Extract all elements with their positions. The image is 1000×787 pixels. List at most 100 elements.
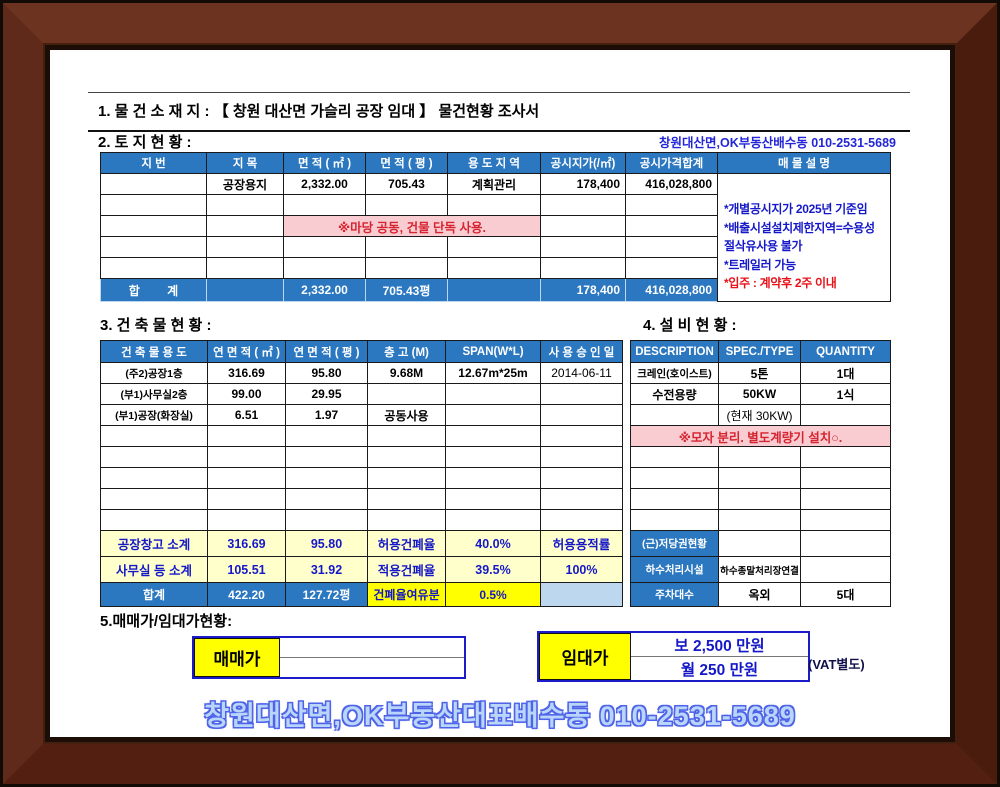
total-area-m2: 2,332.00 — [283, 278, 366, 302]
empty-cell — [206, 194, 284, 216]
empty-cell — [100, 215, 207, 237]
equipment-row-current-power: (현재 30KW) — [630, 404, 891, 426]
building-total-row: 합계 422.20 127.72평 건폐율여유분 0.5% — [100, 582, 623, 607]
empty-cell — [206, 236, 284, 258]
building-empty-row — [100, 509, 623, 531]
use-cell: (부1)사무실2층 — [100, 383, 208, 405]
col-approval-date: 사 용 승 인 일 — [540, 340, 623, 363]
empty-cell — [367, 488, 446, 510]
total-label: 합 계 — [100, 278, 207, 302]
empty-cell — [206, 257, 284, 279]
empty-cell — [445, 383, 541, 405]
building-empty-row — [100, 425, 623, 447]
empty-cell — [285, 509, 368, 531]
building-total-py: 127.72평 — [285, 582, 368, 607]
empty-cell — [625, 257, 718, 279]
agent-contact-footer: 창원대산면,OK부동산대표배수동 010-2531-5689 — [204, 701, 796, 731]
empty-cell — [283, 236, 366, 258]
yard-shared-note: ※마당 공동, 건물 단독 사용. — [283, 215, 541, 237]
empty-cell — [540, 215, 626, 237]
empty-cell — [630, 467, 719, 489]
building-empty-row — [100, 446, 623, 468]
vat-note: (VAT별도) — [808, 657, 865, 672]
land-header-row: 지 번 지 목 면 적 ( ㎡ ) 면 적 ( 평 ) 용 도 지 역 공시지가… — [100, 152, 891, 174]
empty-cell — [540, 257, 626, 279]
empty-cell — [800, 467, 891, 489]
empty-cell — [540, 488, 623, 510]
section3-label: 3. 건 축 물 현 황 : — [100, 317, 212, 334]
section5-label: 5.매매가/임대가현황: — [100, 613, 233, 630]
subtotal-m2: 316.69 — [207, 530, 286, 557]
empty-cell — [445, 509, 541, 531]
equipment-table: DESCRIPTION SPEC./TYPE QUANTITY 크레인(호이스트… — [630, 340, 891, 607]
desc-note-movein: *입주 : 계약후 2주 이내 — [724, 276, 837, 290]
current-power-cell: (현재 30KW) — [718, 404, 801, 426]
empty-cell — [718, 446, 801, 468]
empty-cell — [100, 257, 207, 279]
equipment-row-power: 수전용량 50KW 1식 — [630, 383, 891, 405]
building-row-1: (주2)공장1층 316.69 95.80 9.68M 12.67m*25m 2… — [100, 362, 623, 384]
equip-name-cell: 크레인(호이스트) — [630, 362, 719, 384]
empty-cell — [365, 236, 448, 258]
empty-cell — [100, 488, 208, 510]
area-py-cell: 705.43 — [365, 173, 448, 195]
col-jibeon: 지 번 — [100, 152, 207, 174]
empty-cell — [630, 446, 719, 468]
section4-label: 4. 설 비 현 황 : — [643, 317, 737, 334]
subtotal-label: 사무실 등 소계 — [100, 556, 208, 583]
empty-cell — [285, 467, 368, 489]
empty-cell — [207, 425, 286, 447]
col-floor-area-py: 연 면 적 ( 평 ) — [285, 340, 368, 363]
empty-cell — [445, 404, 541, 426]
total-price-m2: 178,400 — [540, 278, 626, 302]
equip-spec-cell: 50KW — [718, 383, 801, 405]
agent-contact-top: 창원대산면,OK부동산배수동 010-2531-5689 — [659, 136, 896, 150]
equipment-empty-row — [630, 446, 891, 468]
empty-cell — [445, 425, 541, 447]
desc-note-4: *트레일러 가능 — [724, 257, 796, 272]
building-header-row: 건 축 물 용 도 연 면 적 ( ㎡ ) 연 면 적 ( 평 ) 층 고 (M… — [100, 340, 623, 363]
desc-note-1: *개별공시지가 2025년 기준임 — [724, 202, 868, 216]
rent-price-box: 임대가 보 2,500 만원 월 250 만원 — [537, 631, 810, 682]
parking-count: 5대 — [800, 582, 891, 607]
empty-cell — [718, 488, 801, 510]
empty-cell — [100, 236, 207, 258]
sewage-value: 하수종말처리장연결 — [718, 556, 801, 583]
land-row-5 — [100, 257, 891, 279]
empty-cell — [285, 488, 368, 510]
height-cell: 9.68M — [367, 362, 446, 384]
empty-cell — [100, 194, 207, 216]
desc-note-3: 절삭유사용 불가 — [724, 239, 803, 253]
empty-cell — [100, 509, 208, 531]
building-subtotal-office-row: 사무실 등 소계 105.51 31.92 적용건폐율 39.5% 100% — [100, 556, 623, 583]
empty-cell — [447, 236, 541, 258]
empty-cell — [540, 404, 623, 426]
empty-cell — [207, 467, 286, 489]
area-py-cell: 29.95 — [285, 383, 368, 405]
empty-cell — [625, 236, 718, 258]
empty-cell — [718, 509, 801, 531]
empty-cell — [718, 467, 801, 489]
section2-label: 2. 토 지 현 황 : — [98, 134, 192, 151]
empty-cell — [540, 582, 623, 607]
parking-row: 주차대수 옥외 5대 — [630, 582, 891, 607]
col-area-py: 면 적 ( 평 ) — [365, 152, 448, 174]
shared-use-cell: 공동사용 — [367, 404, 446, 426]
col-ceiling-height: 층 고 (M) — [367, 340, 446, 363]
empty-cell — [367, 425, 446, 447]
section1-title-row: 1. 물 건 소 재 지 : 【 창원 대산면 가슬리 공장 임대 】 물건현황… — [88, 92, 910, 132]
listing-description-cell: *개별공시지가 2025년 기준임 *배출시설설치제한지역=수용성 절삭유사용 … — [717, 173, 891, 302]
col-equip-spec: SPEC./TYPE — [718, 340, 801, 363]
subtotal-label: 공장창고 소계 — [100, 530, 208, 557]
empty-cell — [800, 446, 891, 468]
empty-cell — [540, 509, 623, 531]
allowed-far-label: 허용용적률 — [540, 530, 623, 557]
col-building-use: 건 축 물 용 도 — [100, 340, 208, 363]
building-subtotal-factory-row: 공장창고 소계 316.69 95.80 허용건폐율 40.0% 허용용적률 — [100, 530, 623, 557]
col-jimok: 지 목 — [206, 152, 284, 174]
empty-cell — [447, 194, 541, 216]
rent-monthly: 월 250 만원 — [680, 661, 759, 679]
empty-cell — [630, 404, 719, 426]
col-span: SPAN(W*L) — [445, 340, 541, 363]
